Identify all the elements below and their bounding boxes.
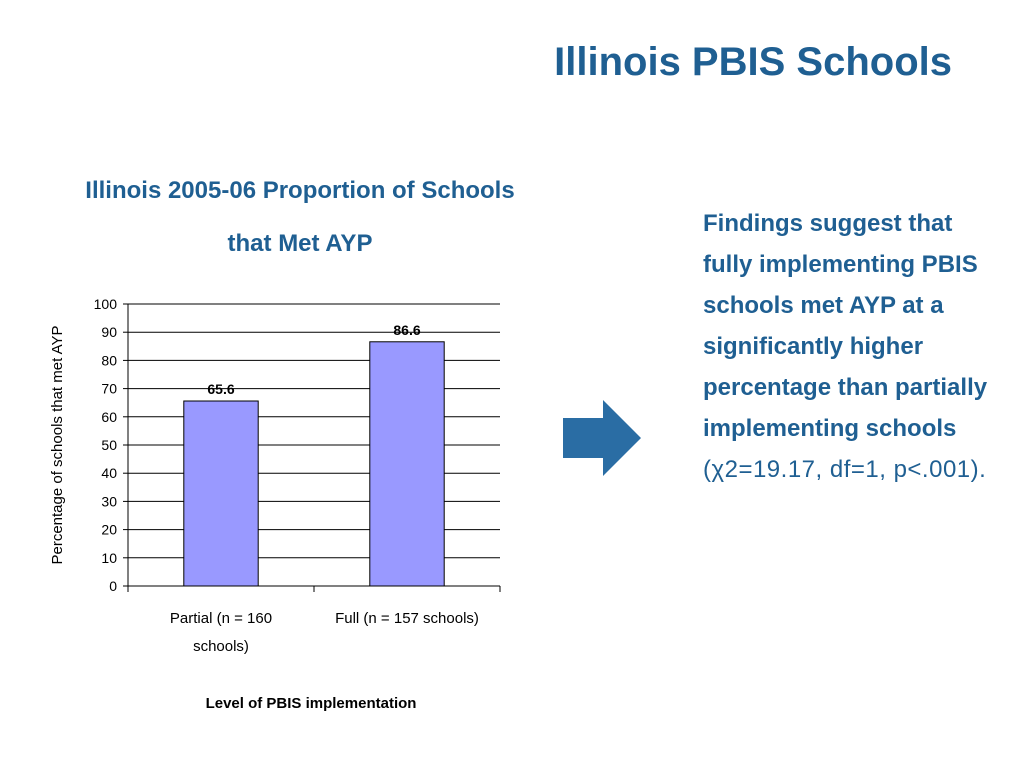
bar: [183, 400, 259, 587]
chart-title-line-2: that Met AYP: [227, 230, 373, 257]
findings-statistic: (χ2=19.17, df=1, p<.001).: [703, 456, 987, 483]
bar: [369, 341, 445, 587]
y-tick-label: 50: [101, 437, 117, 453]
y-tick-label: 90: [101, 324, 117, 340]
y-tick-label: 80: [101, 352, 117, 368]
right-arrow-icon: [563, 400, 641, 476]
slide-title: Illinois PBIS Schools: [554, 40, 952, 84]
data-label: 86.6: [393, 322, 420, 338]
chart-title: Illinois 2005-06 Proportion of Schools t…: [45, 164, 555, 270]
findings-text: Findings suggest that fully implementing…: [703, 203, 993, 490]
y-tick-label: 30: [101, 493, 117, 509]
y-tick-label: 60: [101, 409, 117, 425]
y-tick-label: 40: [101, 465, 117, 481]
x-tick-label: schools): [193, 638, 249, 655]
data-label: 65.6: [207, 381, 234, 397]
y-tick-label: 0: [109, 578, 117, 594]
x-tick-label: Partial (n = 160: [170, 610, 272, 627]
chart-title-line-1: Illinois 2005-06 Proportion of Schools: [85, 177, 515, 204]
findings-main: Findings suggest that fully implementing…: [703, 210, 988, 442]
y-tick-label: 70: [101, 381, 117, 397]
x-tick-label: Full (n = 157 schools): [335, 610, 479, 627]
x-axis-title: Level of PBIS implementation: [206, 695, 417, 712]
y-tick-label: 10: [101, 550, 117, 566]
y-tick-label: 100: [94, 296, 118, 312]
y-tick-label: 20: [101, 522, 117, 538]
y-axis-title: Percentage of schools that met AYP: [49, 325, 66, 564]
